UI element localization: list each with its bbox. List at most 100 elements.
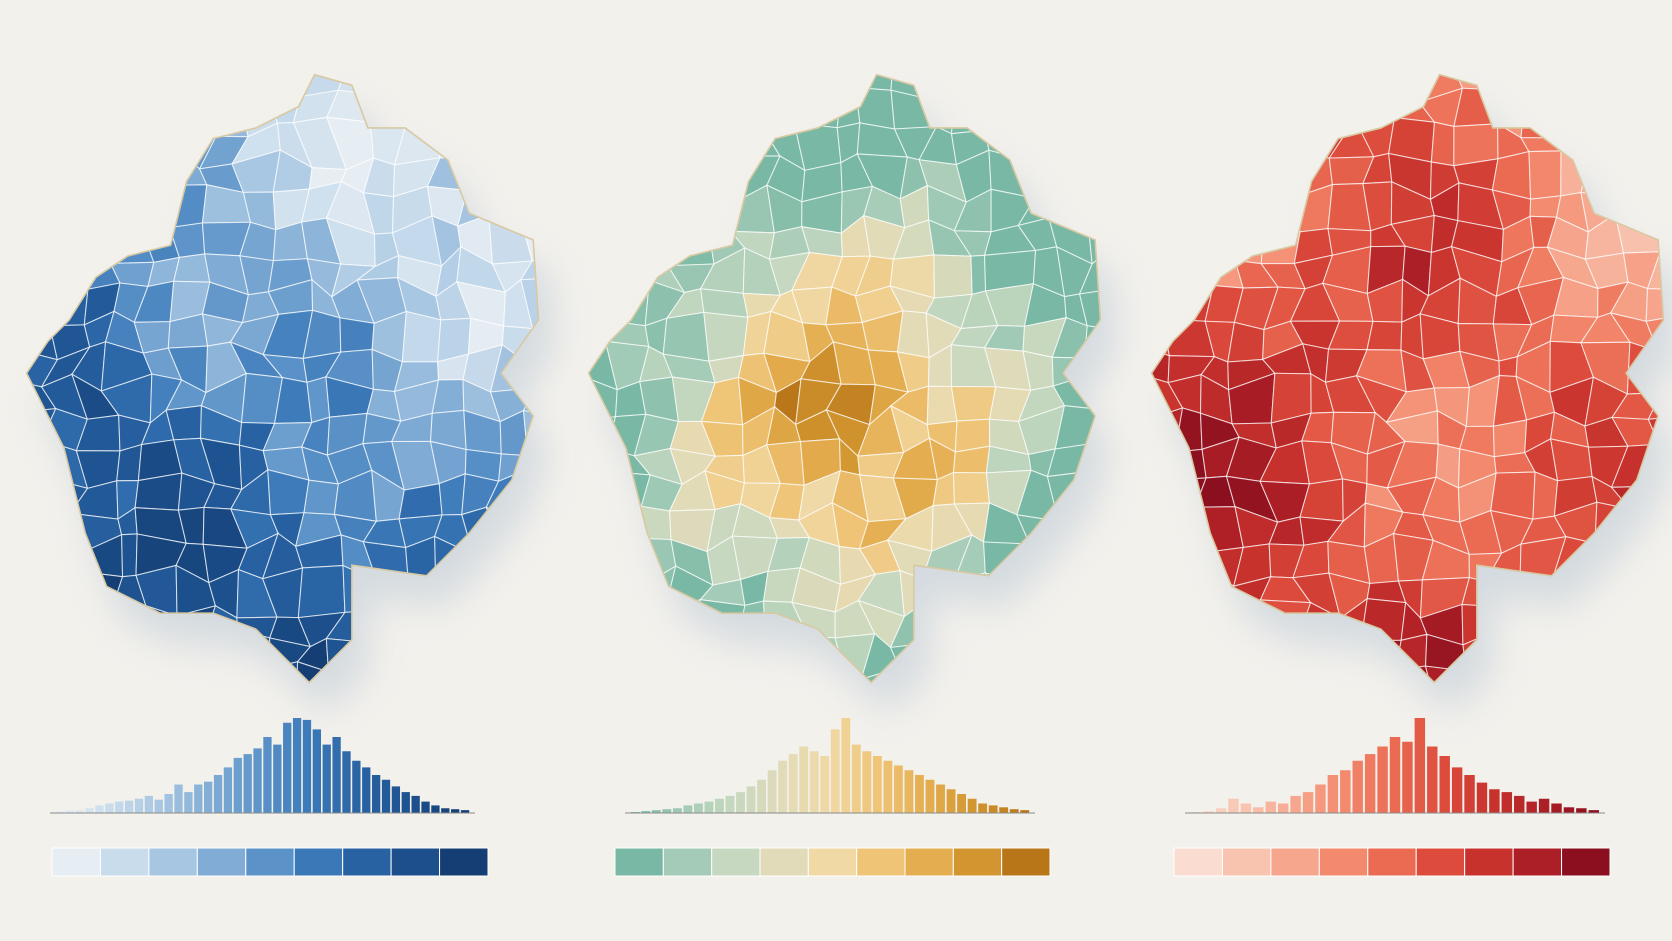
map-region [836, 86, 861, 129]
map-region [1262, 130, 1313, 153]
histogram-bar [704, 801, 714, 813]
legend-swatch [1464, 847, 1514, 877]
map-region [1389, 694, 1433, 742]
map-region [5, 700, 52, 745]
map-region [1261, 664, 1296, 683]
legend-swatch [1270, 847, 1320, 877]
map-region [599, 606, 650, 647]
map-region [933, 254, 973, 299]
map-region [1021, 706, 1051, 743]
map-region [588, 566, 609, 618]
map-region [36, 549, 90, 573]
map-region [1020, 98, 1065, 134]
map-region [1529, 195, 1562, 218]
histogram-bar [342, 751, 351, 813]
map-region [1117, 443, 1164, 486]
map-region [1196, 156, 1242, 202]
map-region [519, 126, 539, 164]
map-region [1175, 156, 1203, 192]
map-region [1559, 664, 1596, 683]
histogram-bar [1526, 801, 1537, 813]
map-region [1151, 185, 1177, 221]
legend-swatch [293, 847, 344, 877]
map-region [1151, 218, 1175, 250]
map-region [561, 182, 602, 224]
map-region [1231, 221, 1265, 265]
map-region [37, 700, 89, 745]
map-region [1059, 74, 1098, 100]
histogram-bar [362, 767, 371, 813]
map-region [550, 540, 596, 576]
map-region [39, 88, 92, 123]
map-region [1226, 698, 1271, 732]
map-region [1151, 629, 1178, 681]
histogram-bar [641, 811, 651, 813]
map-region [586, 215, 631, 250]
map-region [1081, 544, 1101, 582]
map-region [26, 90, 51, 127]
map-region [147, 149, 177, 203]
map-region [571, 701, 618, 744]
histogram-bar [1327, 775, 1339, 813]
map-region [732, 74, 767, 92]
histogram-bar [999, 807, 1009, 813]
histogram-bar [1253, 807, 1264, 813]
map-region [614, 697, 660, 729]
map-region [458, 609, 501, 651]
map-region [121, 738, 146, 762]
map-region [1151, 156, 1179, 189]
map-region [140, 74, 181, 106]
histogram-bar [1427, 746, 1438, 813]
map-region [550, 735, 601, 773]
histogram-bar [872, 756, 882, 813]
map-region [488, 214, 533, 265]
map-region [644, 217, 681, 267]
map-region [454, 701, 503, 738]
map-region [102, 662, 150, 683]
map-region [494, 564, 521, 611]
map-region [1082, 609, 1101, 647]
histogram-bar [715, 798, 724, 813]
map-region [26, 665, 52, 683]
map-region [1196, 134, 1240, 161]
map-region [1014, 599, 1063, 642]
map-region [1305, 92, 1344, 139]
map-region [1366, 320, 1403, 351]
map-region [563, 250, 599, 290]
map-region [434, 95, 473, 123]
map-region [1649, 598, 1664, 651]
histogram-bar [746, 786, 756, 813]
map-region [145, 733, 184, 771]
map-region [1159, 607, 1188, 646]
map-region [634, 628, 677, 678]
histogram-bar [55, 811, 65, 813]
histogram-bar [767, 770, 777, 813]
map-region [1483, 74, 1530, 97]
map-region [485, 160, 536, 202]
map-region [950, 385, 997, 422]
map-region [617, 156, 666, 200]
histogram-bar [144, 795, 154, 813]
histogram-bar [322, 744, 331, 813]
map-region [1460, 729, 1496, 760]
legend-swatch [1318, 847, 1369, 877]
map [5, 73, 666, 773]
map-region [168, 184, 208, 229]
map-region [1260, 221, 1301, 265]
map-region [1611, 671, 1660, 683]
map-region [339, 317, 375, 353]
histogram-bar [1563, 807, 1575, 813]
map-region [1168, 503, 1210, 553]
map-region [1260, 640, 1298, 667]
histogram-bar [75, 810, 84, 813]
map-region [709, 123, 750, 170]
map-region [488, 602, 537, 651]
map-region [588, 315, 614, 349]
histogram-bar [862, 751, 872, 813]
map-region [643, 184, 681, 231]
map-region [1149, 69, 1191, 97]
map-region [957, 706, 993, 746]
histogram-bar [213, 775, 223, 813]
histogram-bar [292, 718, 302, 813]
